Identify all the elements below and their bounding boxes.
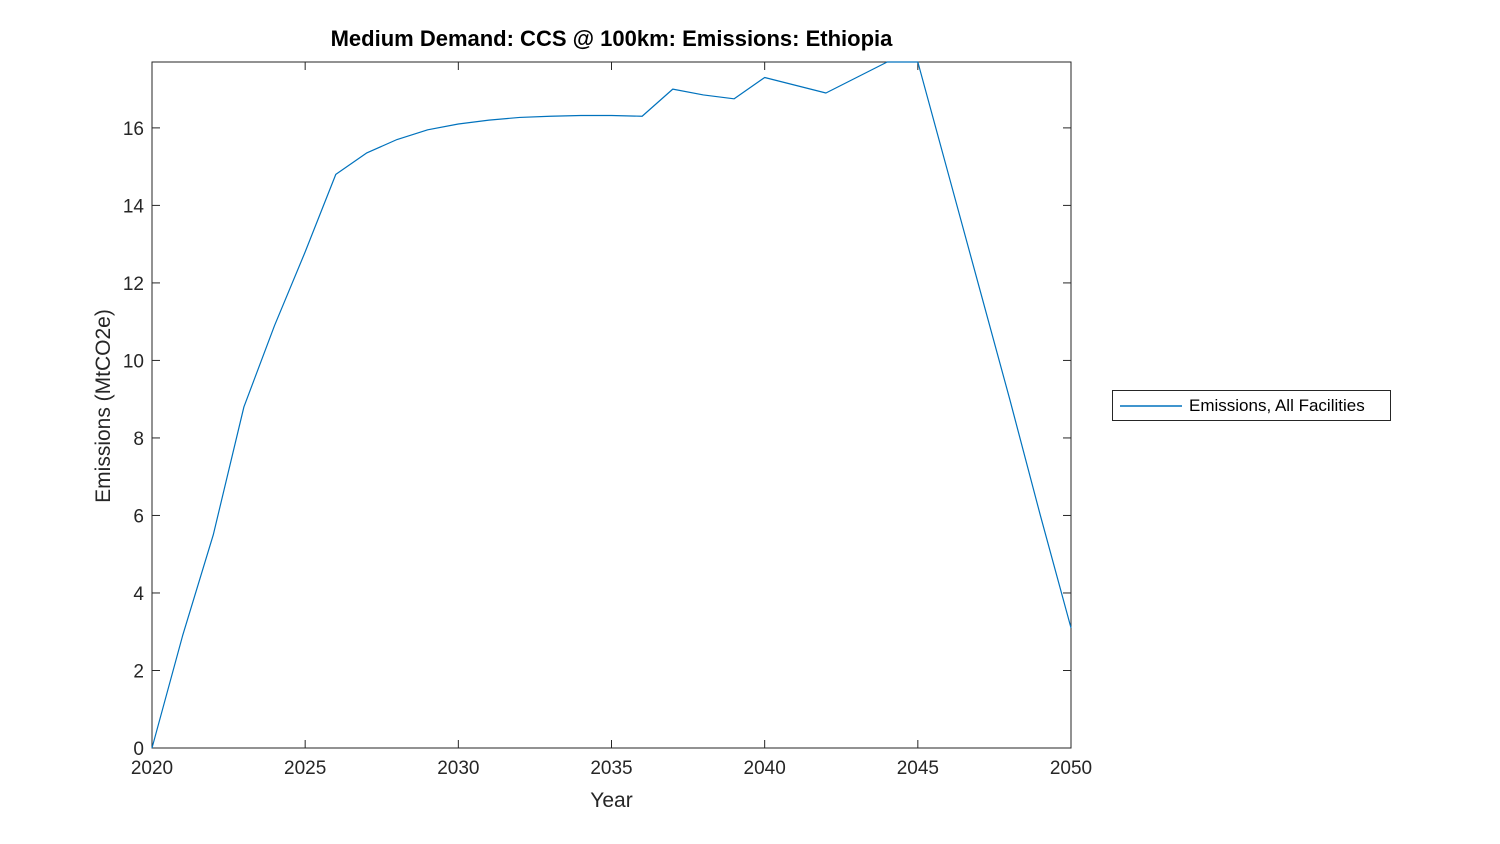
emissions-line-series (151, 61, 1072, 749)
x-tick-label: 2035 (590, 758, 632, 779)
y-axis-label: Emissions (MtCO2e) (92, 309, 115, 503)
y-tick-label: 14 (123, 196, 145, 217)
y-tick-label: 6 (133, 506, 144, 527)
y-tick-label: 0 (133, 739, 144, 760)
x-axis-label: Year (590, 789, 633, 812)
chart-title: Medium Demand: CCS @ 100km: Emissions: E… (330, 26, 893, 51)
y-tick-label: 10 (123, 351, 144, 372)
y-tick-label: 4 (133, 584, 144, 605)
x-tick-label: 2025 (284, 758, 326, 779)
y-tick-label: 2 (133, 661, 144, 682)
y-tick-label: 12 (123, 274, 144, 295)
legend-box: Emissions, All Facilities (1112, 390, 1391, 421)
y-tick-label: 16 (123, 119, 144, 140)
legend-entry-label: Emissions, All Facilities (1189, 395, 1365, 415)
y-tick-label: 8 (133, 429, 144, 450)
x-tick-label: 2045 (897, 758, 939, 779)
x-tick-label: 2040 (744, 758, 786, 779)
x-tick-label: 2050 (1050, 758, 1092, 779)
legend-line-sample-icon (1120, 404, 1182, 407)
x-tick-label: 2020 (131, 758, 173, 779)
axes-box (151, 61, 1072, 749)
x-tick-label: 2030 (437, 758, 479, 779)
